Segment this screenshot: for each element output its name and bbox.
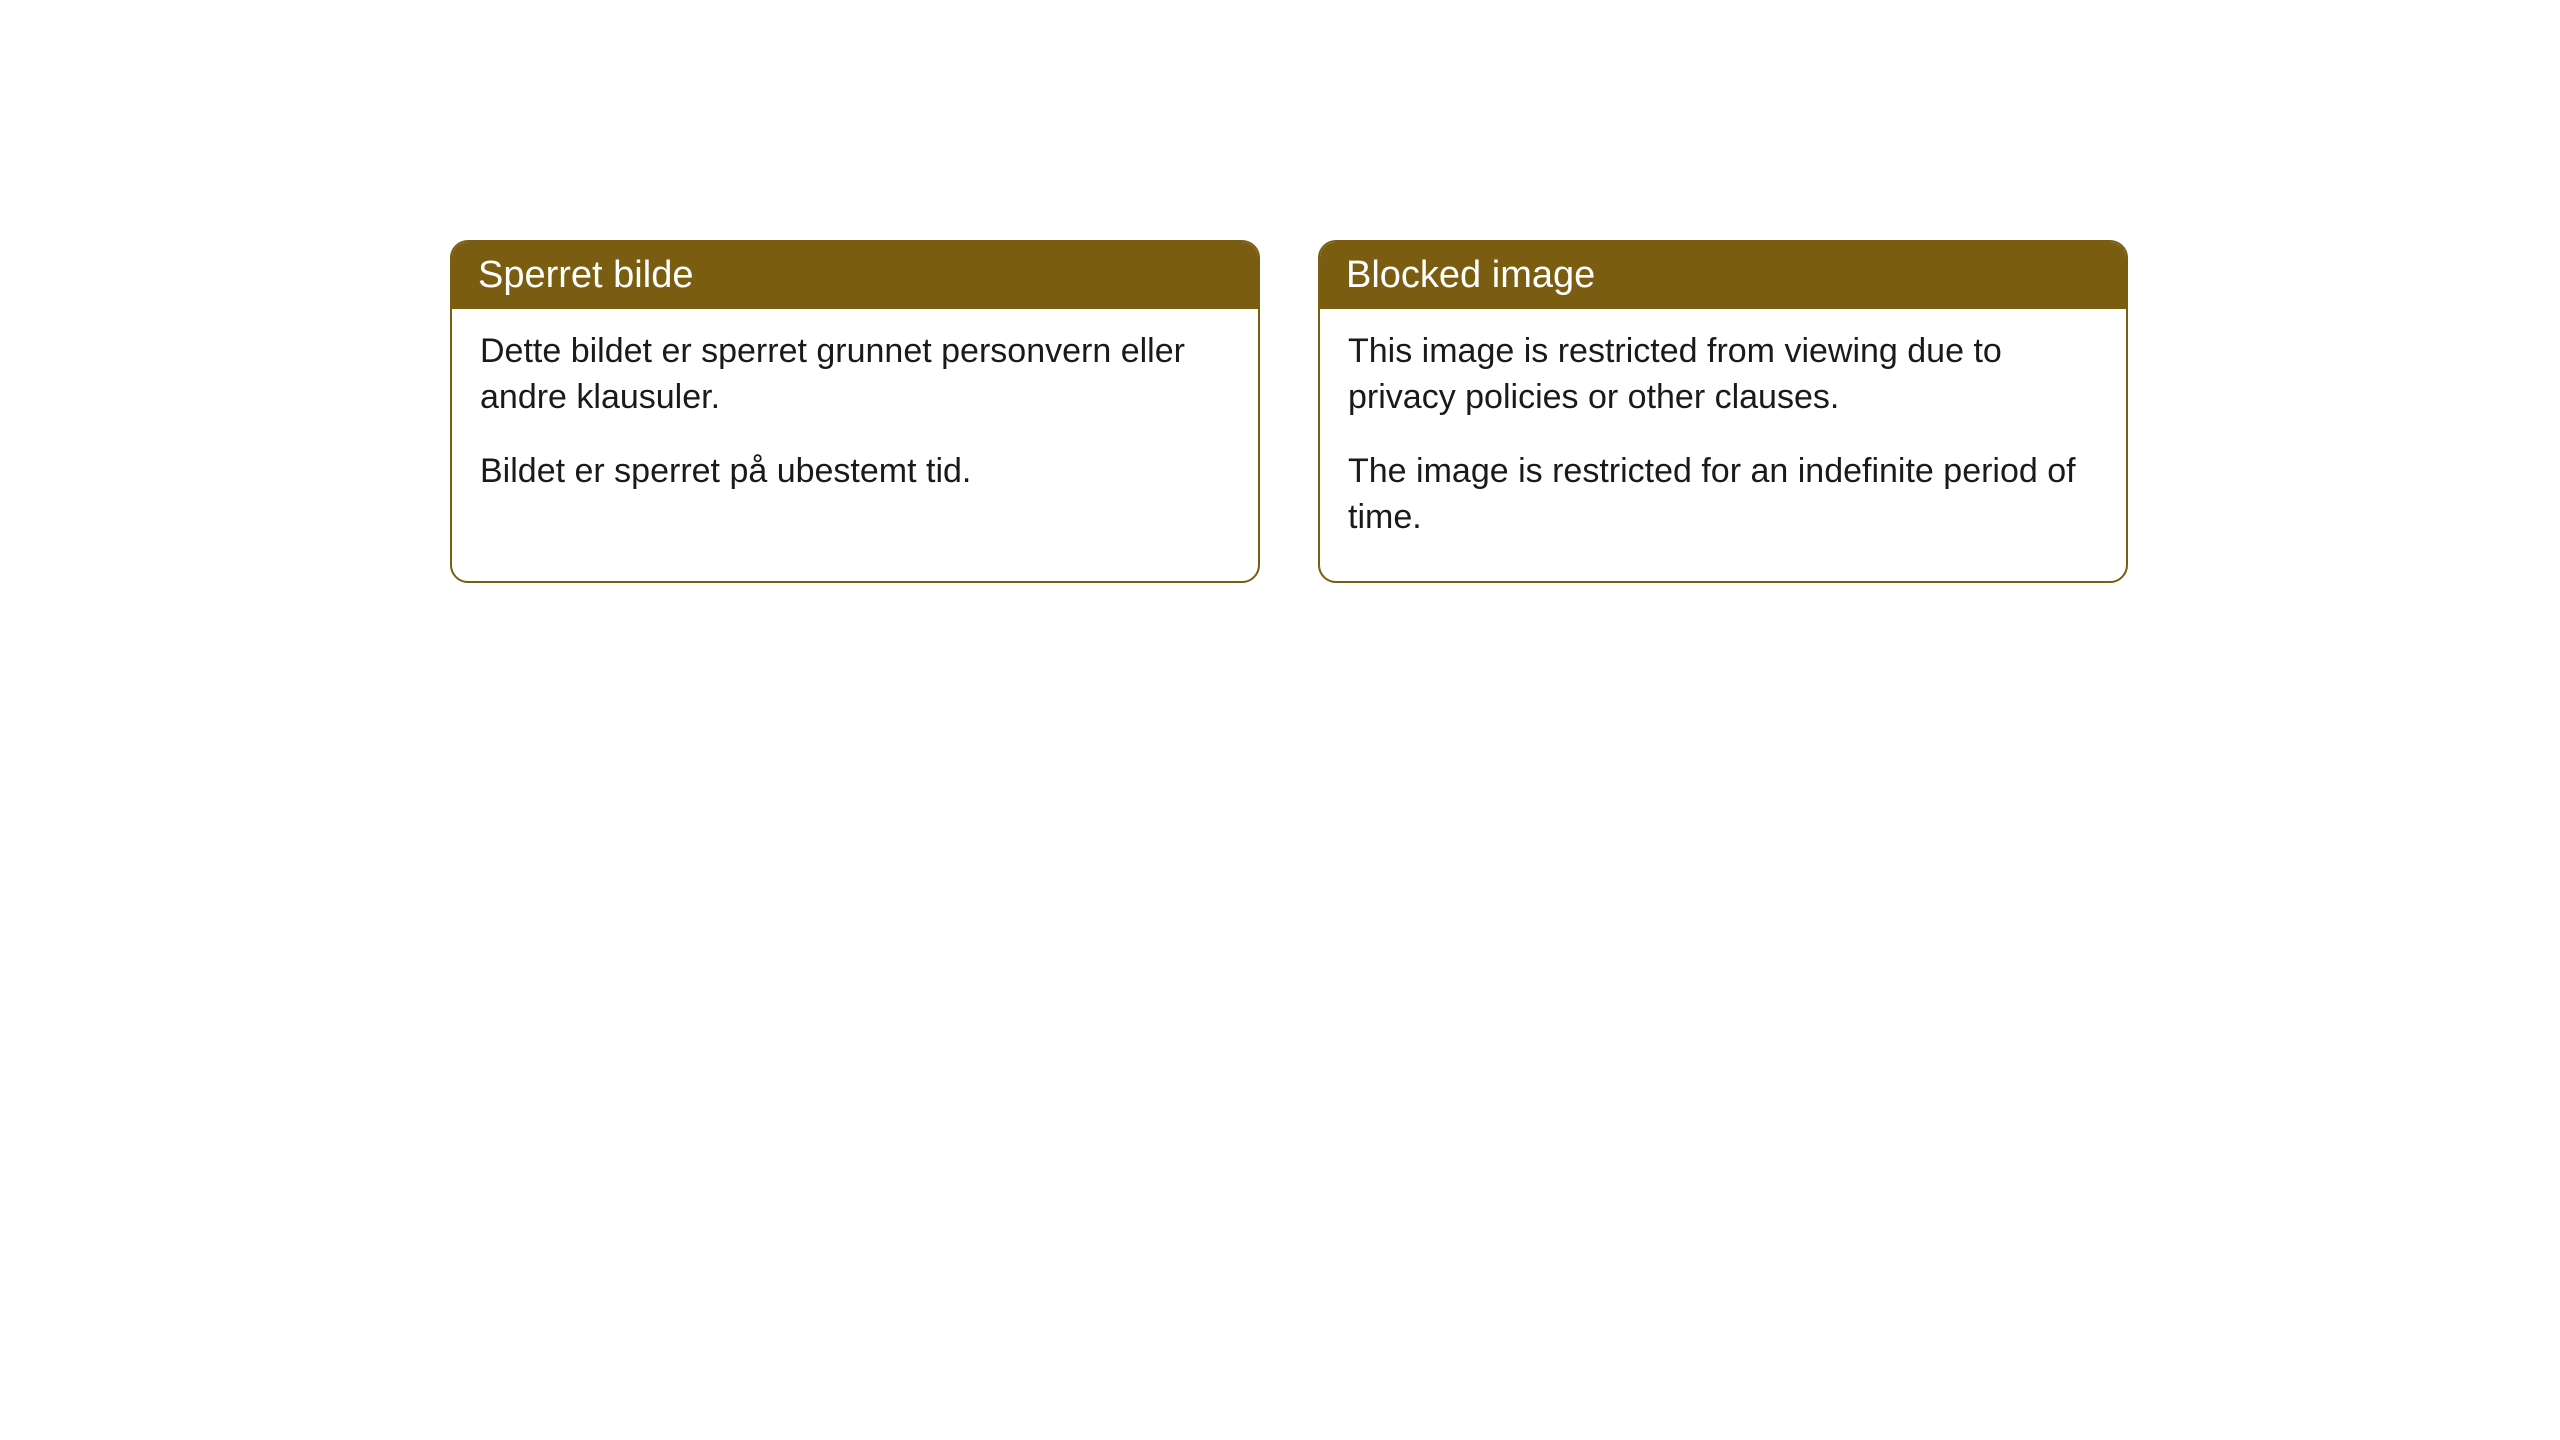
card-paragraph: This image is restricted from viewing du…: [1348, 329, 2098, 421]
card-paragraph: The image is restricted for an indefinit…: [1348, 449, 2098, 541]
card-body: Dette bildet er sperret grunnet personve…: [452, 309, 1258, 535]
card-title: Sperret bilde: [478, 254, 693, 296]
card-header: Sperret bilde: [452, 242, 1258, 309]
card-title: Blocked image: [1346, 254, 1595, 296]
card-header: Blocked image: [1320, 242, 2126, 309]
card-paragraph: Dette bildet er sperret grunnet personve…: [480, 329, 1230, 421]
blocked-image-card-english: Blocked image This image is restricted f…: [1318, 240, 2128, 583]
notice-cards-container: Sperret bilde Dette bildet er sperret gr…: [450, 240, 2128, 583]
card-paragraph: Bildet er sperret på ubestemt tid.: [480, 449, 1230, 495]
blocked-image-card-norwegian: Sperret bilde Dette bildet er sperret gr…: [450, 240, 1260, 583]
card-body: This image is restricted from viewing du…: [1320, 309, 2126, 581]
